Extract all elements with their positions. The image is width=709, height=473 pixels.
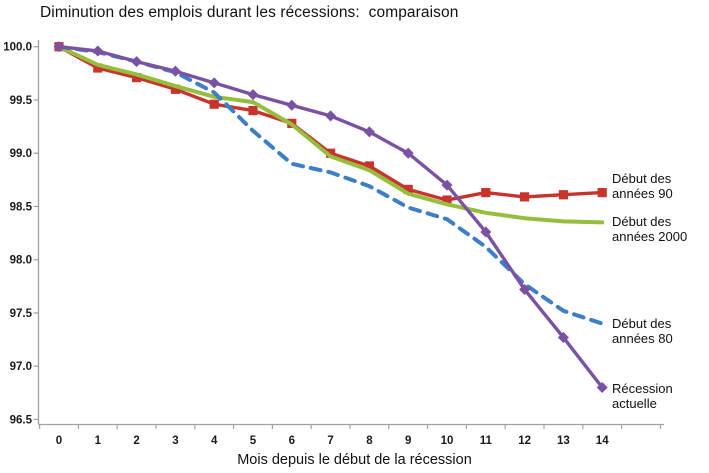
series-line-0 bbox=[57, 45, 604, 202]
series-label-current: Récession actuelle bbox=[612, 381, 673, 411]
x-tick-label: 2 bbox=[133, 435, 139, 447]
x-tick-label: 1 bbox=[95, 435, 102, 447]
x-axis-ticks: 0 1 2 3 4 5 6 7 8 9 10 11 12 13 14 bbox=[38, 424, 662, 447]
marker-square bbox=[132, 72, 142, 83]
marker-diamond bbox=[247, 89, 259, 101]
marker-square bbox=[93, 63, 103, 73]
x-tick-label: 14 bbox=[596, 435, 609, 447]
series-label-2000s: Début des années 2000 bbox=[612, 214, 687, 244]
x-tick-label: 3 bbox=[172, 435, 178, 447]
series-0 bbox=[54, 42, 607, 205]
marker-square bbox=[326, 148, 336, 158]
marker-square bbox=[520, 192, 530, 202]
x-tick-label: 9 bbox=[405, 435, 411, 447]
x-tick-label: 7 bbox=[327, 435, 333, 447]
axes bbox=[37, 40, 664, 426]
marker-square bbox=[403, 184, 413, 195]
marker-diamond bbox=[519, 284, 531, 296]
y-tick-label: 97.0 bbox=[10, 361, 32, 373]
series-3 bbox=[53, 41, 608, 394]
marker-diamond bbox=[208, 77, 220, 89]
y-tick-label: 99.0 bbox=[10, 148, 32, 160]
y-tick-label: 100.0 bbox=[3, 42, 32, 54]
marker-diamond bbox=[363, 126, 375, 138]
y-tick-label: 97.5 bbox=[10, 308, 33, 320]
x-axis-title: Mois depuis le début de la récession bbox=[237, 452, 472, 468]
chart-title: Diminution des emplois durant les récess… bbox=[40, 4, 459, 21]
y-tick-label: 98.0 bbox=[10, 255, 32, 267]
x-tick-label: 13 bbox=[557, 435, 570, 447]
marker-square bbox=[442, 195, 452, 205]
marker-square bbox=[558, 190, 568, 200]
y-axis-ticks: 100.0 99.5 99.0 98.5 98.0 97.5 97.0 96.5 bbox=[3, 42, 39, 426]
x-tick-label: 10 bbox=[441, 435, 454, 447]
y-tick-label: 99.5 bbox=[10, 95, 33, 107]
series-label-90s-line1: Début des bbox=[612, 171, 672, 186]
marker-diamond bbox=[480, 226, 492, 238]
marker-diamond bbox=[53, 41, 65, 53]
marker-square bbox=[209, 99, 219, 109]
marker-square bbox=[170, 84, 180, 94]
series-label-2000s-line1: Début des bbox=[612, 214, 672, 229]
x-tick-label: 4 bbox=[211, 435, 218, 447]
marker-square bbox=[364, 161, 374, 171]
series-label-90s: Début des années 90 bbox=[612, 171, 673, 201]
series-label-80s: Début des années 80 bbox=[612, 316, 673, 346]
x-tick-label: 5 bbox=[250, 435, 257, 447]
marker-square bbox=[481, 188, 491, 198]
marker-diamond bbox=[557, 331, 569, 343]
x-tick-label: 6 bbox=[289, 435, 295, 447]
series-label-current-line1: Récession bbox=[612, 381, 673, 396]
marker-diamond bbox=[596, 381, 608, 394]
marker-square bbox=[248, 106, 258, 116]
marker-square bbox=[597, 188, 607, 198]
series-label-80s-line2: années 80 bbox=[612, 331, 673, 346]
series-line-1 bbox=[57, 44, 605, 225]
series-1 bbox=[57, 44, 605, 225]
x-tick-label: 0 bbox=[56, 435, 62, 447]
marker-diamond bbox=[131, 56, 143, 68]
y-tick-label: 96.5 bbox=[10, 414, 33, 426]
series-label-current-line2: actuelle bbox=[612, 396, 657, 411]
marker-diamond bbox=[325, 110, 337, 122]
x-tick-label: 12 bbox=[518, 435, 531, 447]
marker-diamond bbox=[441, 179, 453, 191]
series-label-80s-line1: Début des bbox=[612, 316, 672, 331]
y-tick-label: 98.5 bbox=[10, 201, 33, 213]
series-label-90s-line2: années 90 bbox=[612, 186, 673, 201]
marker-diamond bbox=[286, 99, 298, 111]
x-tick-label: 8 bbox=[366, 435, 373, 447]
series-label-2000s-line2: années 2000 bbox=[612, 229, 688, 244]
x-tick-label: 11 bbox=[480, 435, 493, 447]
marker-diamond bbox=[169, 65, 181, 77]
